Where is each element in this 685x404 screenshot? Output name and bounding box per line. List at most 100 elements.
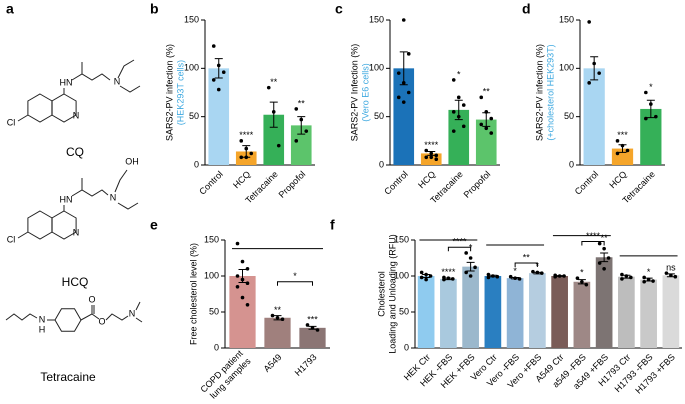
data-point bbox=[615, 139, 620, 143]
data-point bbox=[562, 274, 566, 278]
error-bar bbox=[273, 315, 282, 321]
x-tick-label: A549 bbox=[262, 352, 284, 374]
bracket bbox=[514, 262, 538, 268]
y-tick-label: 0 bbox=[379, 159, 384, 169]
y-axis-label: Loading and Unloading (RFU) bbox=[387, 234, 397, 354]
atom-label: N bbox=[110, 192, 117, 202]
error-bar bbox=[644, 277, 653, 282]
data-point bbox=[429, 155, 434, 160]
data-point bbox=[304, 129, 309, 133]
y-tick-label: 100 bbox=[559, 63, 574, 73]
data-point bbox=[294, 139, 299, 143]
data-point bbox=[221, 70, 226, 74]
atom-label: O bbox=[98, 316, 105, 326]
bar bbox=[263, 114, 285, 165]
data-point bbox=[315, 328, 320, 332]
significance: ** bbox=[298, 98, 306, 108]
y-axis-label: Cholesterol bbox=[376, 271, 386, 317]
bracket bbox=[277, 281, 313, 286]
y-tick-label: 50 bbox=[399, 306, 409, 316]
x-tick-label: Control bbox=[573, 169, 601, 197]
y-tick-label: 100 bbox=[369, 63, 384, 73]
data-point bbox=[240, 295, 245, 300]
bond bbox=[51, 210, 77, 240]
significance: ** bbox=[483, 87, 491, 97]
data-point bbox=[468, 274, 473, 278]
data-point bbox=[629, 275, 633, 280]
data-point bbox=[396, 71, 401, 75]
bar bbox=[229, 276, 256, 348]
bar bbox=[208, 68, 230, 165]
data-point bbox=[606, 256, 611, 260]
bracket-label: **** bbox=[586, 231, 601, 241]
data-point bbox=[597, 241, 602, 246]
x-tick-label: HCQ bbox=[231, 169, 252, 190]
molecule-name: Tetracaine bbox=[40, 370, 96, 384]
y-tick-label: 0 bbox=[214, 342, 219, 352]
data-point bbox=[240, 259, 245, 264]
bar bbox=[462, 266, 479, 348]
error-bar bbox=[511, 276, 520, 280]
y-axis-label: SARS2-PV Infection (%) bbox=[349, 44, 359, 142]
error-bar bbox=[427, 150, 436, 156]
error-bar bbox=[590, 56, 599, 81]
data-point bbox=[424, 155, 429, 160]
error-bar bbox=[646, 99, 655, 119]
data-point bbox=[654, 114, 658, 119]
data-point bbox=[625, 148, 630, 153]
data-point bbox=[673, 274, 678, 279]
bond bbox=[51, 93, 77, 123]
data-point bbox=[216, 87, 221, 92]
data-point bbox=[451, 110, 456, 114]
data-point bbox=[401, 100, 406, 104]
bracket-label: **** bbox=[452, 237, 467, 247]
bar bbox=[484, 276, 502, 348]
atom-label: Cl bbox=[7, 234, 16, 244]
bar bbox=[595, 257, 613, 348]
bond bbox=[27, 210, 53, 240]
atom-label: N bbox=[73, 227, 80, 237]
bar bbox=[551, 276, 568, 348]
error-bar bbox=[422, 274, 431, 278]
data-point bbox=[456, 95, 461, 100]
data-point bbox=[424, 148, 429, 153]
bond bbox=[17, 59, 141, 122]
x-tick-label: COPD patientlung samples bbox=[199, 348, 253, 402]
error-bar bbox=[444, 277, 453, 281]
y-tick-label: 150 bbox=[204, 234, 219, 244]
y-tick-label: 150 bbox=[559, 14, 574, 24]
error-bar bbox=[600, 252, 609, 263]
data-point bbox=[239, 139, 244, 143]
data-point bbox=[644, 116, 648, 121]
data-point bbox=[235, 274, 240, 278]
bracket bbox=[447, 246, 472, 252]
data-point bbox=[266, 85, 271, 90]
data-point bbox=[644, 90, 648, 95]
y-tick-label: 50 bbox=[209, 306, 219, 316]
y-tick-label: 100 bbox=[394, 270, 409, 280]
data-point bbox=[419, 270, 424, 275]
bracket-label: ** bbox=[523, 252, 531, 262]
data-point bbox=[235, 285, 240, 289]
data-point bbox=[461, 103, 466, 107]
y-axis-label: SARS2-PV infection (%) bbox=[534, 44, 544, 141]
data-point bbox=[406, 90, 411, 95]
y-tick-label: 150 bbox=[184, 14, 199, 24]
bar bbox=[618, 276, 635, 348]
bar bbox=[662, 275, 680, 348]
data-point bbox=[276, 143, 281, 148]
data-point bbox=[517, 277, 522, 281]
y-tick-label: 50 bbox=[564, 111, 574, 121]
y-axis-label: (HEK293T cells) bbox=[175, 60, 185, 125]
data-point bbox=[508, 274, 513, 279]
bar bbox=[583, 68, 605, 165]
data-point bbox=[540, 271, 544, 275]
error-bar bbox=[297, 116, 306, 135]
data-point bbox=[479, 95, 484, 100]
error-bar bbox=[399, 51, 408, 86]
error-bar bbox=[488, 274, 497, 278]
error-bar bbox=[555, 275, 564, 277]
data-point bbox=[451, 277, 455, 281]
data-point bbox=[419, 275, 424, 280]
